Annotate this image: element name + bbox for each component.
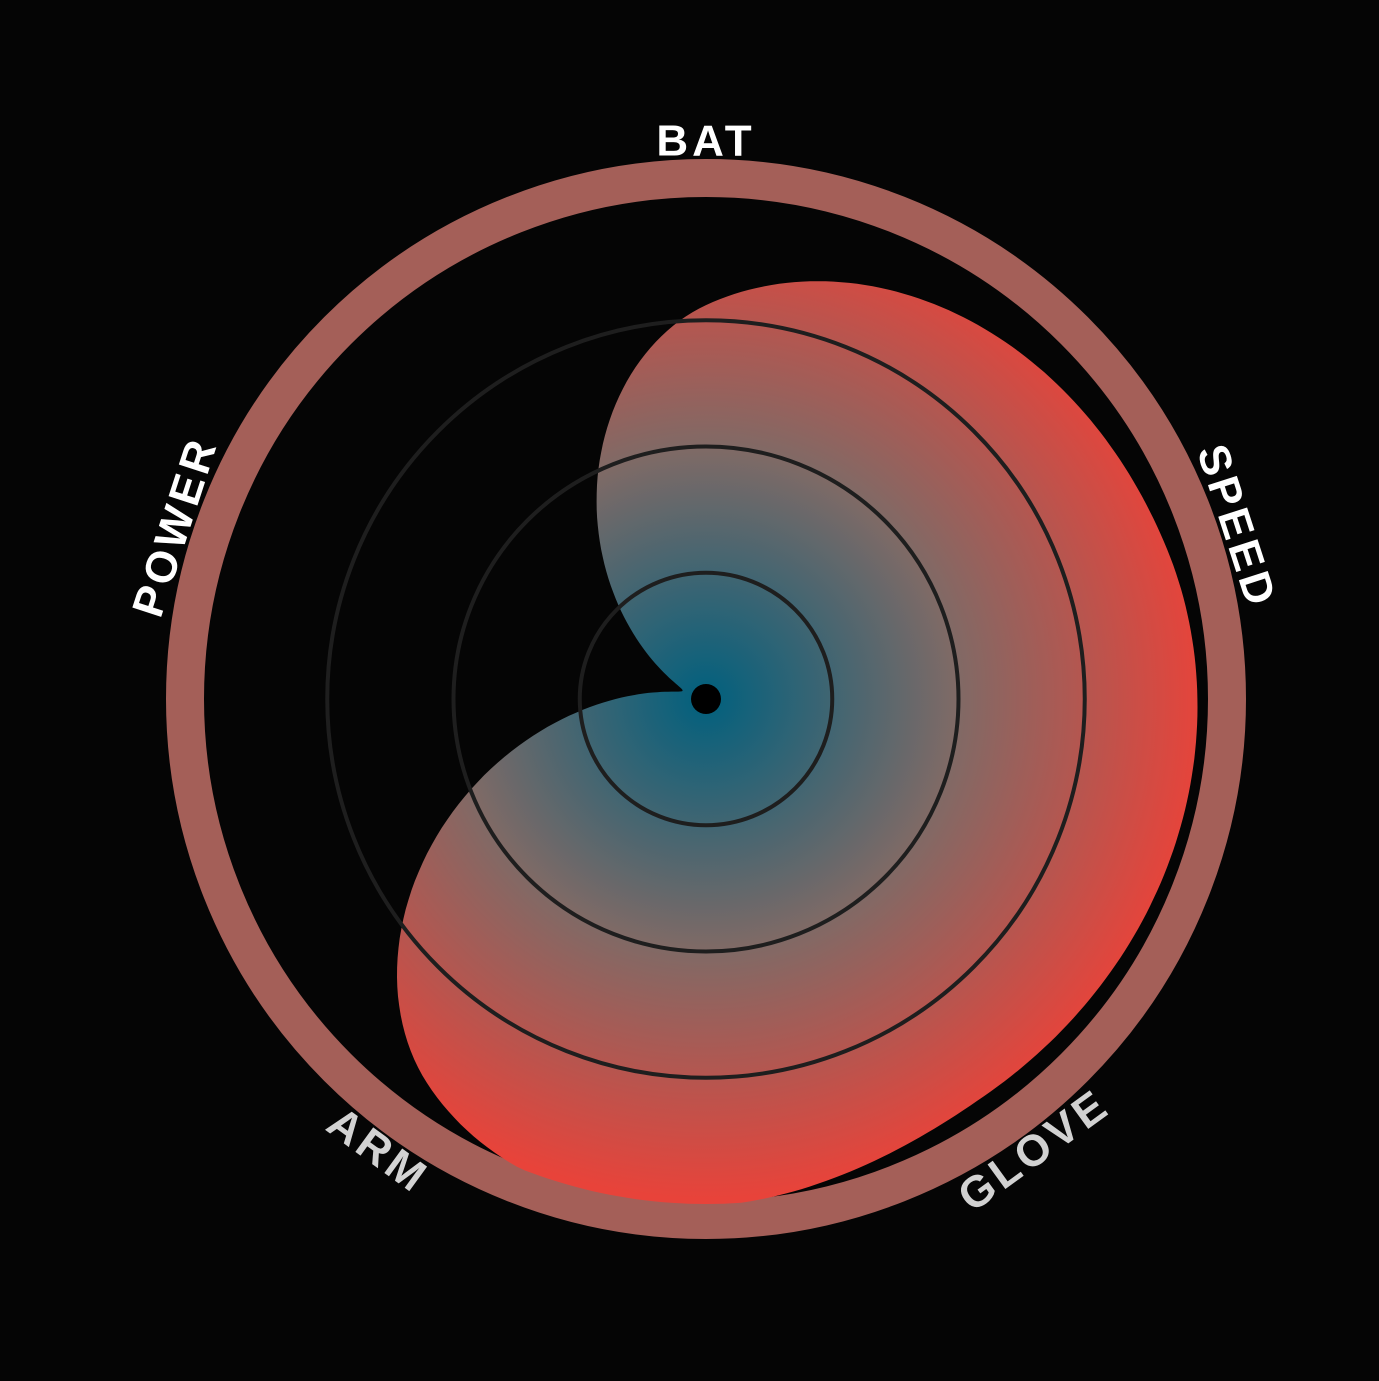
center-dot [691, 684, 721, 714]
value-area [397, 281, 1198, 1204]
grid-ring-3 [325, 318, 1087, 1080]
outer-ring [166, 159, 1246, 1239]
axis-label-bat: BAT [656, 117, 755, 166]
grid-ring-1 [577, 570, 835, 828]
grid-ring-2 [451, 444, 961, 954]
grid-rings [325, 318, 1087, 1080]
